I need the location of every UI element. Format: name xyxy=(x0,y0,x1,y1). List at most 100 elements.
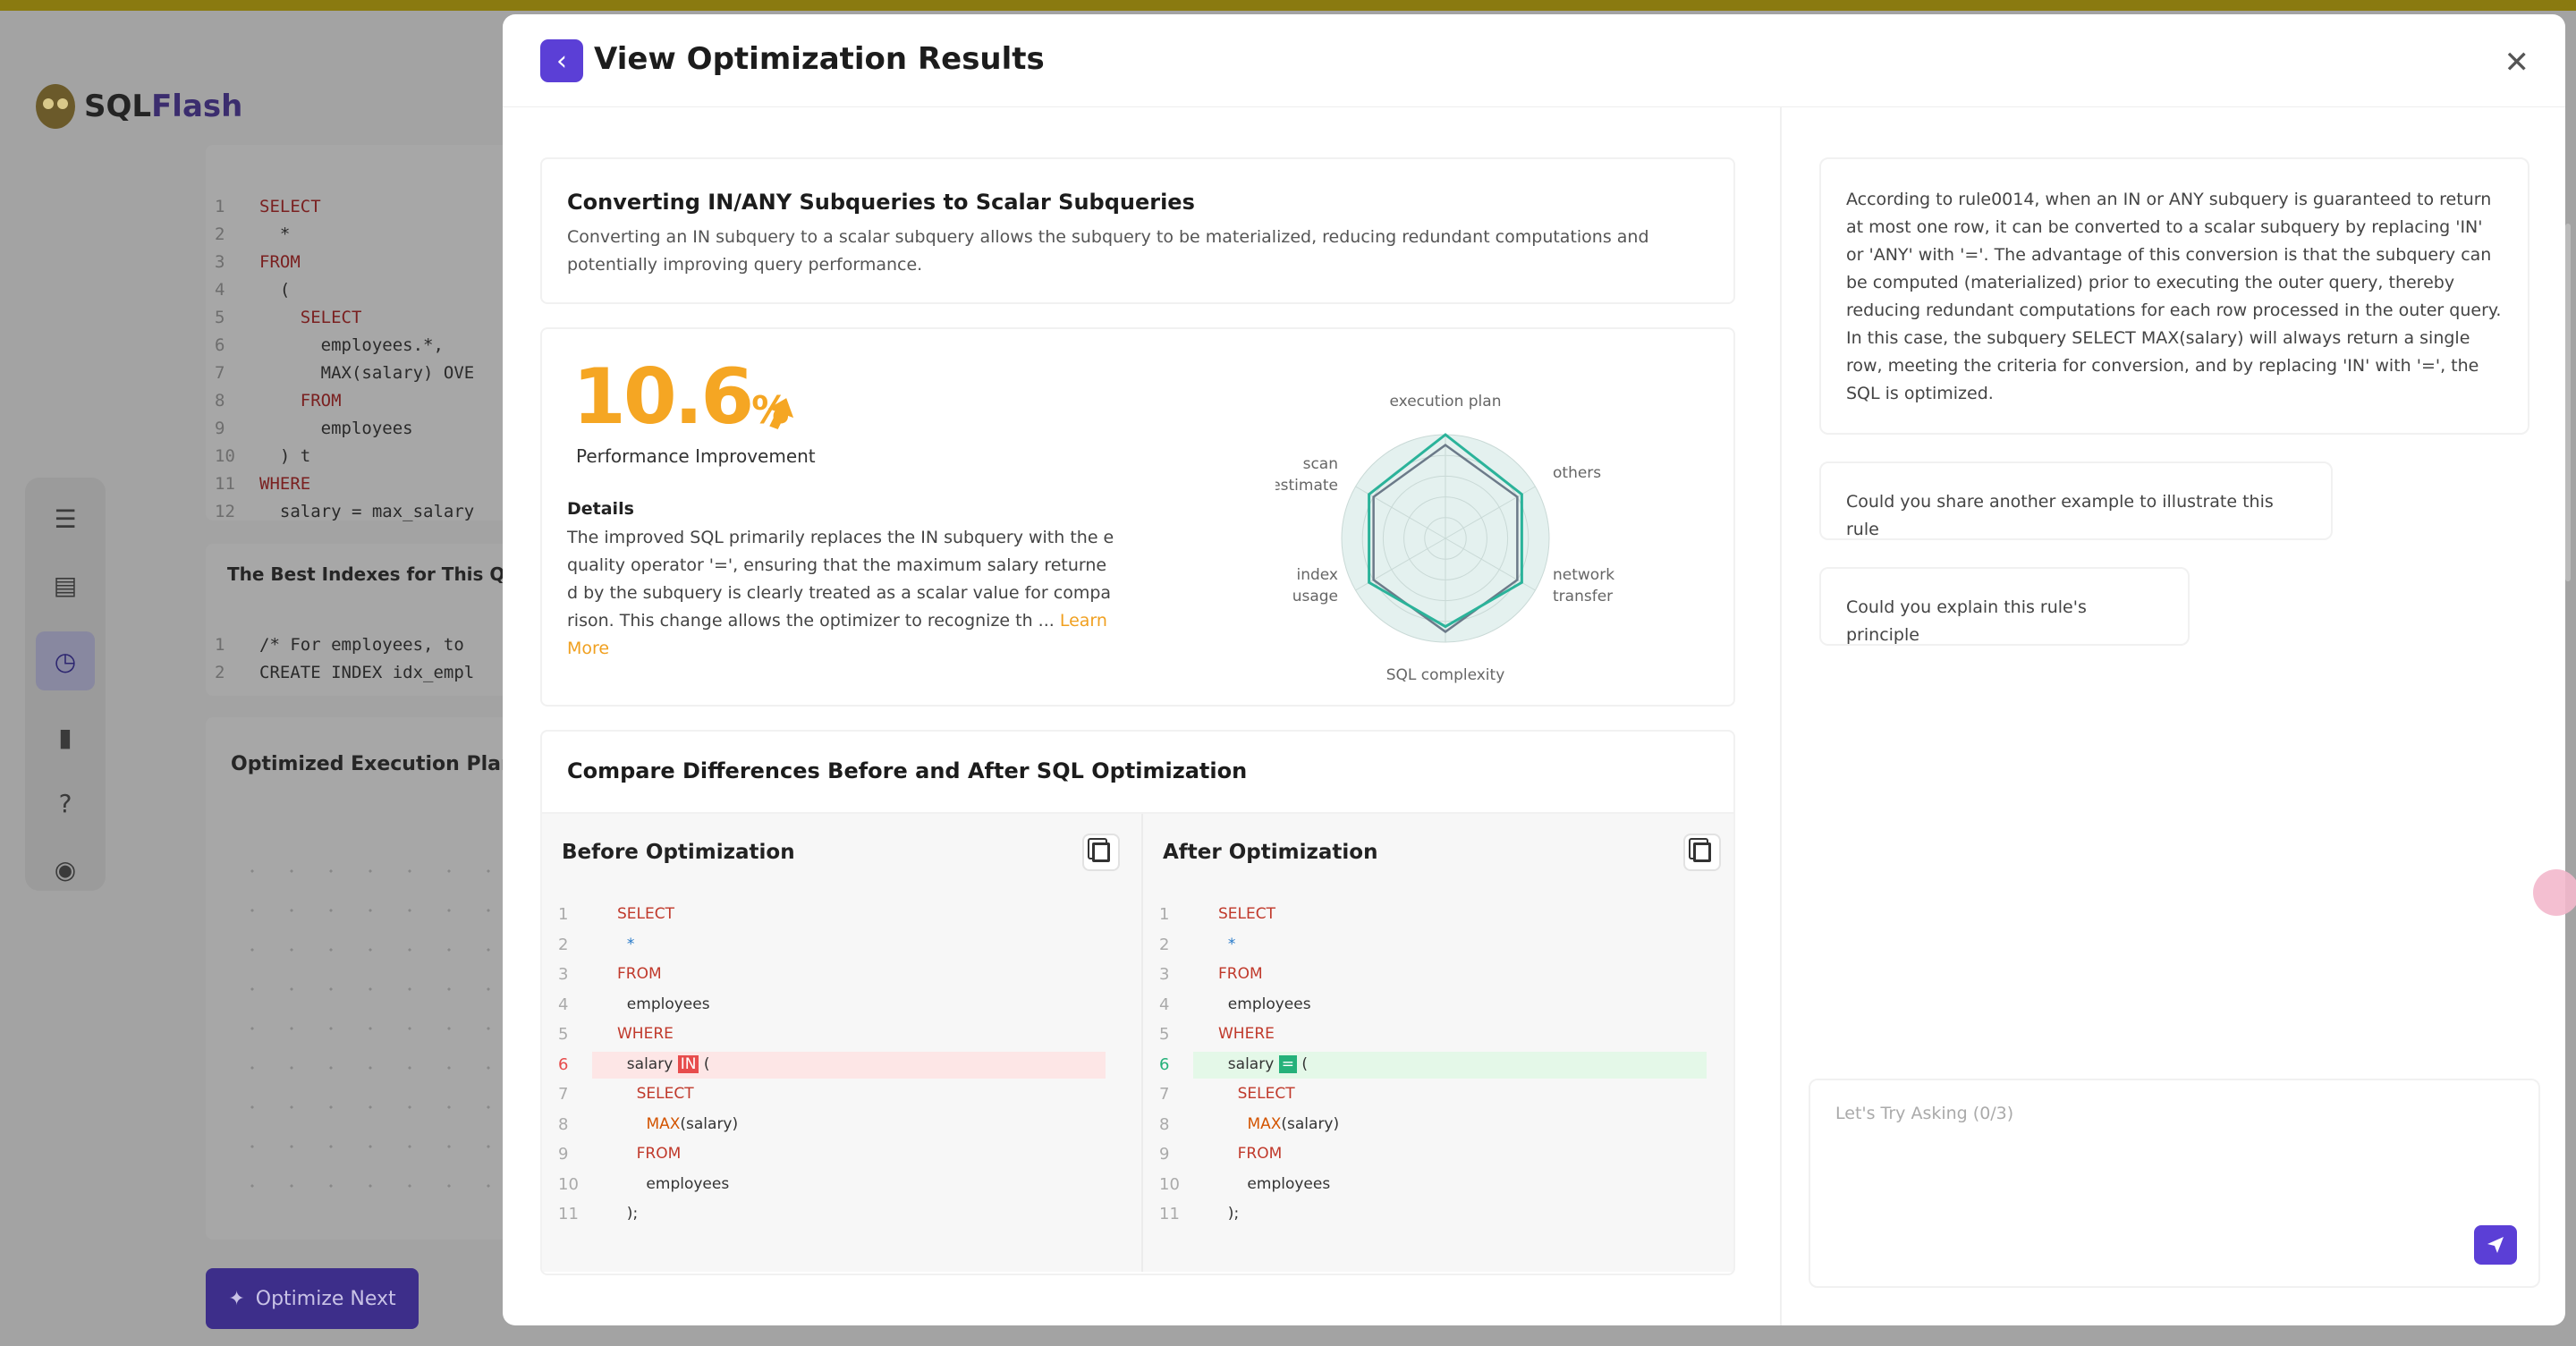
code-text: ) t xyxy=(259,446,311,466)
code-line: 3 FROM xyxy=(542,960,1141,990)
line-number: 9 xyxy=(215,419,225,438)
code-text: SELECT xyxy=(636,1085,694,1103)
top-strip xyxy=(0,0,2576,11)
bg-indexes-title: The Best Indexes for This Query xyxy=(227,563,551,585)
page-scrollbar[interactable] xyxy=(2565,224,2571,581)
app-logo: SQLFlash xyxy=(36,84,242,129)
code-text: employees xyxy=(1218,995,1311,1013)
line-number: 9 xyxy=(1159,1145,1170,1164)
code-line: 5 WHERE xyxy=(1143,1020,1733,1050)
performance-number: 10.6 xyxy=(572,352,754,442)
bg-code-line: 4 ( xyxy=(215,276,474,304)
code-line: 7 SELECT xyxy=(542,1079,1141,1110)
line-number: 2 xyxy=(215,224,225,244)
code-text: employees xyxy=(259,419,413,438)
line-number: 7 xyxy=(1159,1085,1170,1104)
line-number: 2 xyxy=(1159,935,1170,954)
compare-title: Compare Differences Before and After SQL… xyxy=(567,758,1248,783)
line-number: 11 xyxy=(215,474,235,494)
optimize-next-button[interactable]: ✦ Optimize Next xyxy=(206,1268,419,1329)
line-number: 2 xyxy=(215,663,225,682)
code-text: * xyxy=(259,224,291,244)
code-text: FROM xyxy=(636,1145,682,1163)
line-number: 11 xyxy=(558,1205,579,1223)
bg-sql-card xyxy=(206,145,510,521)
line-number: 3 xyxy=(215,252,225,272)
bg-code-line: 5 SELECT xyxy=(215,304,474,332)
rule-card: Converting IN/ANY Subqueries to Scalar S… xyxy=(540,157,1735,304)
code-line: 3 FROM xyxy=(1143,960,1733,990)
logo-flash: Flash xyxy=(151,89,243,124)
code-text: /* For employees, to xyxy=(259,635,464,655)
bookmark-icon[interactable]: ▮ xyxy=(58,722,72,752)
details-text: The improved SQL primarily replaces the … xyxy=(567,524,1114,663)
translate-float-button[interactable] xyxy=(2533,869,2576,916)
code-text: SELECT xyxy=(617,905,674,923)
document-icon[interactable]: ▤ xyxy=(53,570,78,600)
code-text: FROM xyxy=(259,252,301,272)
code-line: 11 ); xyxy=(542,1199,1141,1230)
code-text: WHERE xyxy=(259,474,311,494)
line-number: 4 xyxy=(1159,995,1170,1014)
code-text: employees.*, xyxy=(259,335,444,355)
compare-card: Compare Differences Before and After SQL… xyxy=(540,730,1735,1275)
chat-input[interactable]: Let's Try Asking (0/3) xyxy=(1809,1079,2540,1288)
rule-description: Converting an IN subquery to a scalar su… xyxy=(567,227,1649,275)
line-number: 7 xyxy=(558,1085,569,1104)
learn-more-link[interactable]: Learn More xyxy=(567,611,1107,658)
line-number: 5 xyxy=(215,308,225,327)
sparkle-icon: ✦ xyxy=(228,1287,245,1310)
code-line: 2 * xyxy=(542,930,1141,961)
code-line: 6 salary = ( xyxy=(1143,1050,1733,1080)
code-text: SELECT xyxy=(1218,905,1275,923)
copy-before-button[interactable] xyxy=(1082,834,1120,871)
line-number: 2 xyxy=(558,935,569,954)
performance-label: Performance Improvement xyxy=(576,445,816,467)
close-icon[interactable]: ✕ xyxy=(2504,45,2530,80)
code-text: FROM xyxy=(617,965,662,983)
code-text: MAX(salary) xyxy=(646,1114,739,1133)
help-icon[interactable]: ? xyxy=(58,788,72,818)
explanation-message: According to rule0014, when an IN or ANY… xyxy=(1819,157,2529,435)
line-number: 11 xyxy=(1159,1205,1180,1223)
rule-title: Converting IN/ANY Subqueries to Scalar S… xyxy=(567,190,1195,215)
line-number: 8 xyxy=(215,391,225,411)
code-text: WHERE xyxy=(617,1025,674,1043)
code-text: ); xyxy=(617,1205,639,1223)
back-button[interactable]: ‹ xyxy=(540,39,583,82)
compare-divider xyxy=(542,812,1733,814)
radar-axis xyxy=(1355,538,1446,591)
radar-axis-label: index usage xyxy=(1292,566,1338,605)
list-icon[interactable]: ☰ xyxy=(54,504,77,534)
code-text: * xyxy=(1227,935,1236,953)
avatar[interactable]: ◉ xyxy=(54,854,77,885)
line-number: 1 xyxy=(1159,905,1170,924)
code-text: SELECT xyxy=(259,308,362,327)
code-text: employees xyxy=(617,1174,730,1193)
code-text: employees xyxy=(617,995,710,1013)
code-line: 10 employees xyxy=(1143,1170,1733,1200)
bg-plan-canvas xyxy=(233,851,501,1191)
line-number: 6 xyxy=(215,335,225,355)
send-button[interactable] xyxy=(2474,1225,2517,1265)
code-line: 8 MAX(salary) xyxy=(1143,1110,1733,1140)
copy-after-button[interactable] xyxy=(1683,834,1721,871)
code-line: 6 salary IN ( xyxy=(542,1050,1141,1080)
line-number: 1 xyxy=(215,197,225,216)
sidebar: ☰ ▤ ◷ ▮ ? ◉ xyxy=(25,478,106,891)
bg-code-line: 2 CREATE INDEX idx_empl xyxy=(215,659,474,687)
bg-code-line: 10 ) t xyxy=(215,443,474,470)
suggestion-button-2[interactable]: Could you explain this rule's principle xyxy=(1819,567,2190,646)
history-icon[interactable]: ◷ xyxy=(36,631,95,690)
code-line: 5 WHERE xyxy=(542,1020,1141,1050)
suggestion-button-1[interactable]: Could you share another example to illus… xyxy=(1819,461,2333,540)
app-logo-text: SQLFlash xyxy=(84,89,242,124)
bg-code-line: 1 /* For employees, to xyxy=(215,631,474,659)
code-line: 7 SELECT xyxy=(1143,1079,1733,1110)
line-number: 3 xyxy=(558,965,569,984)
line-number: 12 xyxy=(215,502,235,521)
send-icon xyxy=(2487,1237,2504,1253)
line-number: 9 xyxy=(558,1145,569,1164)
chevron-left-icon: ‹ xyxy=(556,45,567,77)
code-text: SELECT xyxy=(259,197,321,216)
